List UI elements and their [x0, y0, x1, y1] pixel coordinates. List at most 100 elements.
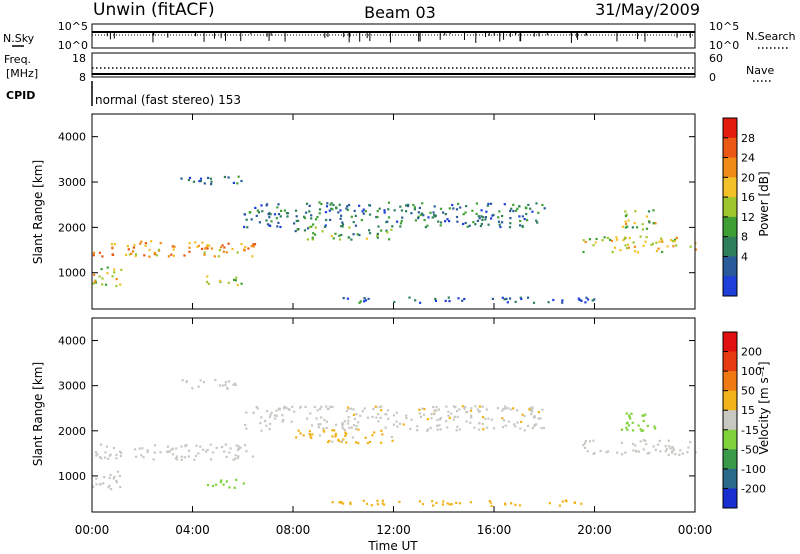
echo-point	[328, 439, 331, 443]
echo-point	[491, 214, 494, 217]
echo-point	[204, 450, 208, 453]
echo-point	[520, 420, 523, 423]
y-tick-label: 2000	[58, 425, 86, 438]
echo-point	[439, 207, 443, 210]
echo-point	[436, 418, 439, 421]
echo-point	[228, 451, 231, 454]
echo-point	[138, 447, 141, 450]
echo-point	[625, 426, 628, 429]
echo-point	[240, 179, 243, 183]
echo-point	[627, 219, 630, 222]
echo-point	[548, 502, 551, 505]
echo-point	[452, 405, 455, 408]
echo-point	[293, 410, 296, 413]
echo-point	[531, 410, 534, 413]
echo-point	[679, 449, 682, 452]
echo-point	[363, 297, 366, 300]
echo-point	[260, 416, 263, 419]
echo-point	[268, 216, 271, 219]
time-tick-label: 08:00	[276, 523, 311, 537]
echo-point	[627, 246, 630, 249]
echo-point	[363, 300, 366, 303]
echo-point	[401, 216, 404, 219]
echo-point	[341, 422, 344, 425]
echo-point	[424, 226, 427, 229]
echo-point	[639, 428, 642, 431]
echo-point	[358, 233, 361, 237]
echo-point	[535, 423, 538, 426]
echo-point	[334, 232, 337, 235]
echo-point	[525, 212, 528, 216]
echo-point	[343, 420, 346, 423]
echo-point	[345, 432, 348, 435]
echo-point	[552, 298, 555, 302]
echo-point	[219, 481, 222, 484]
echo-point	[654, 448, 657, 451]
echo-point	[383, 211, 386, 214]
echo-point	[606, 236, 609, 240]
echo-point	[314, 233, 317, 236]
power-echo-points	[92, 175, 698, 304]
echo-point	[430, 413, 433, 416]
echo-point	[484, 417, 487, 420]
echo-point	[245, 450, 248, 453]
echo-point	[295, 215, 298, 218]
echo-point	[381, 499, 384, 502]
echo-point	[464, 221, 467, 225]
echo-point	[173, 245, 176, 248]
echo-point	[543, 207, 546, 210]
echo-point	[497, 220, 501, 223]
echo-point	[275, 217, 278, 220]
echo-point	[444, 299, 447, 302]
echo-point	[634, 444, 637, 447]
echo-point	[176, 458, 179, 461]
echo-point	[479, 224, 482, 228]
echo-point	[180, 177, 183, 180]
echo-point	[171, 447, 174, 450]
echo-point	[476, 408, 479, 411]
echo-point	[379, 416, 382, 419]
echo-point	[390, 228, 393, 231]
echo-point	[143, 254, 146, 257]
echo-point	[348, 226, 351, 229]
echo-point	[518, 215, 521, 218]
echo-point	[368, 232, 372, 235]
echo-point	[535, 202, 538, 205]
echo-point	[246, 226, 249, 229]
echo-point	[277, 213, 281, 216]
echo-point	[235, 276, 238, 279]
time-tick-label: 12:00	[376, 523, 411, 537]
echo-point	[521, 413, 524, 416]
echo-point	[644, 439, 647, 442]
echo-point	[652, 445, 655, 448]
echo-point	[658, 240, 661, 243]
y-tick-label: 1000	[58, 470, 86, 483]
echo-point	[193, 458, 196, 461]
echo-point	[132, 250, 135, 253]
echo-point	[325, 218, 328, 222]
echo-point	[366, 416, 370, 419]
freq-label: Freq.	[4, 53, 31, 66]
echo-point	[469, 501, 473, 504]
echo-point	[644, 240, 647, 243]
echo-point	[384, 413, 387, 416]
echo-point	[101, 283, 104, 286]
echo-point	[470, 409, 473, 412]
echo-point	[529, 207, 532, 210]
echo-point	[225, 455, 228, 458]
echo-point	[422, 214, 425, 217]
y-tick-label: 3000	[58, 380, 86, 393]
echo-point	[334, 435, 337, 438]
echo-point	[103, 475, 106, 479]
echo-point	[376, 499, 379, 502]
echo-point	[387, 201, 390, 204]
echo-point	[243, 213, 246, 216]
echo-point	[245, 218, 248, 221]
echo-point	[456, 425, 459, 428]
echo-point	[225, 480, 228, 483]
echo-point	[461, 299, 464, 302]
station-title: Unwin (fitACF)	[93, 0, 215, 20]
echo-point	[632, 449, 635, 452]
echo-point	[371, 415, 374, 418]
echo-point	[620, 441, 623, 444]
